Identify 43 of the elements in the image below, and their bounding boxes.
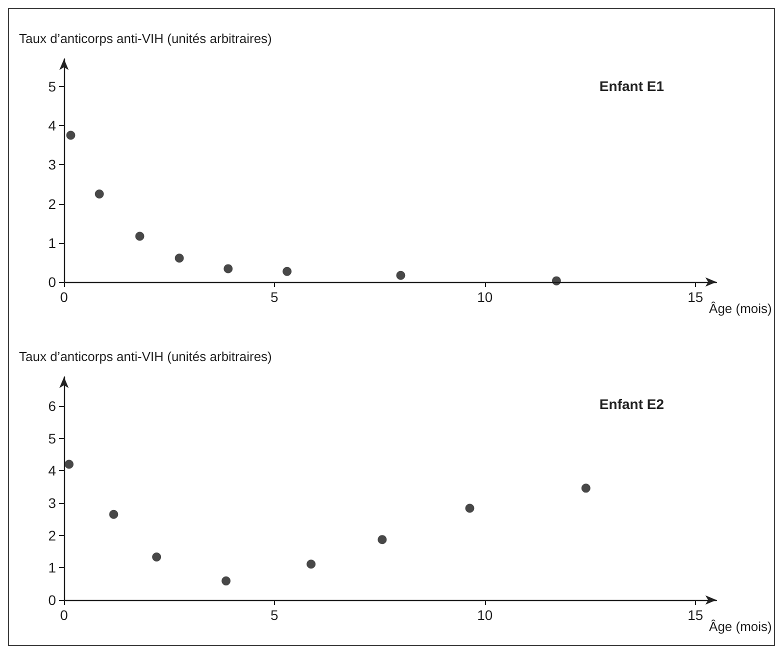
y-tick-label: 0	[48, 274, 56, 290]
y-tick-label: 5	[48, 78, 56, 94]
point	[94, 189, 104, 198]
point	[224, 264, 233, 274]
point	[109, 510, 118, 519]
point	[552, 276, 561, 286]
point	[66, 130, 76, 140]
y-tick-label: 2	[48, 196, 56, 212]
x-tick-label: 15	[688, 289, 704, 305]
y-tick-label: 3	[48, 495, 56, 512]
point	[378, 535, 387, 544]
y-tick-label: 2	[48, 527, 56, 544]
x-tick-label: 10	[477, 607, 493, 623]
y-tick-label: 0	[48, 592, 56, 608]
point	[64, 460, 74, 469]
x-axis-title: Âge (mois)	[709, 619, 772, 634]
x-tick-label: 5	[270, 607, 279, 623]
x-tick-label: 15	[688, 607, 704, 623]
point	[282, 266, 292, 276]
y-axis-title: Taux d’anticorps anti-VIH (unités arbitraires)	[19, 349, 272, 364]
point	[222, 576, 231, 586]
y-tick-label: 1	[48, 560, 56, 576]
point	[465, 504, 474, 513]
point	[174, 254, 184, 263]
x-tick-label: 0	[60, 289, 68, 305]
point	[396, 270, 406, 280]
annotation: Enfant E2	[599, 396, 664, 412]
y-tick-label: 4	[48, 462, 56, 479]
point	[306, 560, 316, 569]
annotation: Enfant E1	[599, 78, 664, 94]
y-tick-label: 6	[48, 398, 56, 414]
y-axis-title: Taux d’anticorps anti-VIH (unités arbitraires)	[19, 31, 272, 46]
point	[135, 232, 144, 241]
x-tick-label: 0	[60, 607, 68, 623]
point	[581, 484, 590, 493]
x-axis-title: Âge (mois)	[709, 301, 772, 316]
y-tick-label: 1	[48, 234, 56, 251]
x-tick-label: 10	[477, 289, 493, 305]
point	[152, 552, 162, 562]
y-tick-label: 5	[48, 430, 56, 446]
y-tick-label: 3	[48, 156, 56, 173]
y-tick-label: 4	[48, 118, 56, 134]
x-tick-label: 5	[270, 289, 279, 305]
